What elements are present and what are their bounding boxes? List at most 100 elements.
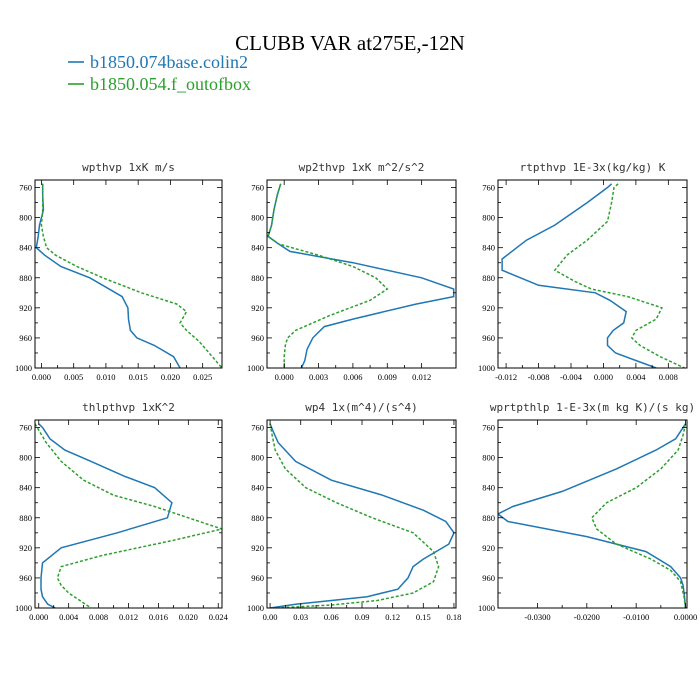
panel-title: thlpthvp 1xK^2 (82, 401, 175, 414)
x-tick-label: 0.15 (416, 612, 431, 622)
x-tick-label: 0.12 (385, 612, 400, 622)
x-tick-label: 0.000 (29, 612, 48, 622)
series-line-1 (267, 183, 455, 368)
y-tick-label: 1000 (15, 363, 32, 373)
x-tick-label: -0.008 (528, 372, 550, 382)
y-tick-label: 960 (19, 573, 32, 583)
x-tick-label: 0.003 (309, 372, 328, 382)
panel-1: wpthvp 1xK m/s76080084088092096010000.00… (15, 161, 223, 382)
x-tick-label: 0.0000 (674, 612, 697, 622)
panel-6: wprtpthlp 1-E-3x(m kg K)/(s kg) 760 800 840… (478, 401, 697, 622)
plot-frame (266, 179, 457, 369)
x-tick-label: 0.012 (119, 612, 138, 622)
x-tick-label: 0.004 (626, 372, 646, 382)
y-tick-label: 960 (482, 333, 495, 343)
y-tick-label: 760 (251, 423, 264, 433)
figure-legend: b1850.074base.colin2 b1850.054.f_outofbo… (68, 52, 251, 94)
x-tick-label: 0.06 (324, 612, 339, 622)
y-tick-label: 880 (482, 513, 495, 523)
y-tick-label: 1000 (247, 363, 264, 373)
x-tick-label: -0.0100 (623, 612, 649, 622)
y-tick-label: 800 (482, 213, 495, 223)
legend-label-series-1: b1850.074base.colin2 (90, 52, 248, 72)
x-tick-label: 0.03 (293, 612, 308, 622)
y-tick-label: 880 (251, 513, 264, 523)
x-tick-label: 0.020 (179, 612, 198, 622)
y-tick-label: 760 (482, 423, 495, 433)
x-tick-label: 0.015 (129, 372, 148, 382)
panel-title: wpthvp 1xK m/s (82, 161, 175, 174)
y-tick-label: 880 (251, 273, 264, 283)
panel-4: thlpthvp 1xK^276080084088092096010000.00… (15, 401, 229, 622)
y-tick-label: 960 (482, 573, 495, 583)
x-tick-label: 0.008 (659, 372, 678, 382)
y-tick-label: 960 (19, 333, 32, 343)
x-tick-label: -0.012 (495, 372, 517, 382)
x-tick-label: 0.016 (149, 612, 168, 622)
plot-frame (497, 179, 688, 369)
panels-grid: wpthvp 1xK m/s76080084088092096010000.00… (15, 161, 697, 622)
y-tick-label: 800 (19, 453, 32, 463)
plot-frame (266, 419, 457, 609)
panel-3: rtpthvp 1E-3x(kg/kg) K 760 800 840 880 920 960… (478, 161, 688, 382)
y-tick-label: 1000 (247, 603, 264, 613)
y-tick-label: 800 (251, 213, 264, 223)
x-tick-label: 0.008 (89, 612, 108, 622)
series-line-1 (38, 423, 173, 608)
y-tick-label: 880 (19, 273, 32, 283)
y-tick-label: 960 (251, 333, 264, 343)
series-line-2 (35, 423, 222, 608)
x-tick-label: 0.009 (378, 372, 397, 382)
x-tick-label: -0.0200 (574, 612, 600, 622)
series-line-1 (498, 423, 687, 608)
x-tick-label: 0.025 (193, 372, 212, 382)
series-line-2 (40, 183, 222, 368)
y-tick-label: 840 (482, 483, 495, 493)
series-line-2 (267, 183, 389, 368)
y-tick-label: 1000 (478, 363, 495, 373)
y-tick-label: 800 (19, 213, 32, 223)
y-tick-label: 1000 (478, 603, 495, 613)
x-tick-label: 0.00 (263, 612, 278, 622)
y-tick-label: 840 (482, 243, 495, 253)
x-tick-label: 0.020 (161, 372, 180, 382)
x-tick-label: -0.0300 (524, 612, 550, 622)
y-tick-label: 880 (482, 273, 495, 283)
y-tick-label: 840 (251, 483, 264, 493)
y-tick-label: 920 (482, 303, 495, 313)
y-tick-label: 840 (251, 243, 264, 253)
x-tick-label: 0.005 (64, 372, 83, 382)
x-tick-label: 0.012 (412, 372, 431, 382)
series-line-2 (269, 423, 440, 608)
panel-title: rtpthvp 1E-3x(kg/kg) K (520, 161, 666, 174)
y-tick-label: 840 (19, 243, 32, 253)
series-line-1 (269, 423, 455, 608)
y-tick-label: 920 (19, 543, 32, 553)
series-line-1 (501, 183, 657, 368)
y-tick-label: 760 (251, 183, 264, 193)
y-tick-label: 920 (482, 543, 495, 553)
plot-frame (497, 419, 688, 609)
y-tick-label: 760 (482, 183, 495, 193)
series-line-1 (35, 183, 181, 368)
y-tick-label: 920 (19, 303, 32, 313)
y-tick-label: 840 (19, 483, 32, 493)
x-tick-label: 0.000 (275, 372, 294, 382)
x-tick-label: -0.004 (560, 372, 583, 382)
legend-label-series-2: b1850.054.f_outofbox (90, 74, 251, 94)
x-tick-label: 0.024 (209, 612, 229, 622)
x-tick-label: 0.004 (59, 612, 79, 622)
panel-title: wp4 1x(m^4)/(s^4) (305, 401, 418, 414)
y-tick-label: 800 (482, 453, 495, 463)
x-tick-label: 0.000 (32, 372, 51, 382)
panel-title: wprtpthlp 1-E-3x(m kg K)/(s kg) (490, 401, 695, 414)
x-tick-label: 0.18 (447, 612, 462, 622)
figure-title: CLUBB VAR at275E,-12N (235, 31, 465, 55)
x-tick-label: 0.000 (594, 372, 613, 382)
y-tick-label: 1000 (15, 603, 32, 613)
y-tick-label: 760 (19, 423, 32, 433)
y-tick-label: 920 (251, 543, 264, 553)
y-tick-label: 800 (251, 453, 264, 463)
x-tick-label: 0.09 (355, 612, 370, 622)
panel-2: wp2thvp 1xK m^2/s^2 760 800 840 880 920 960 100… (247, 161, 457, 382)
